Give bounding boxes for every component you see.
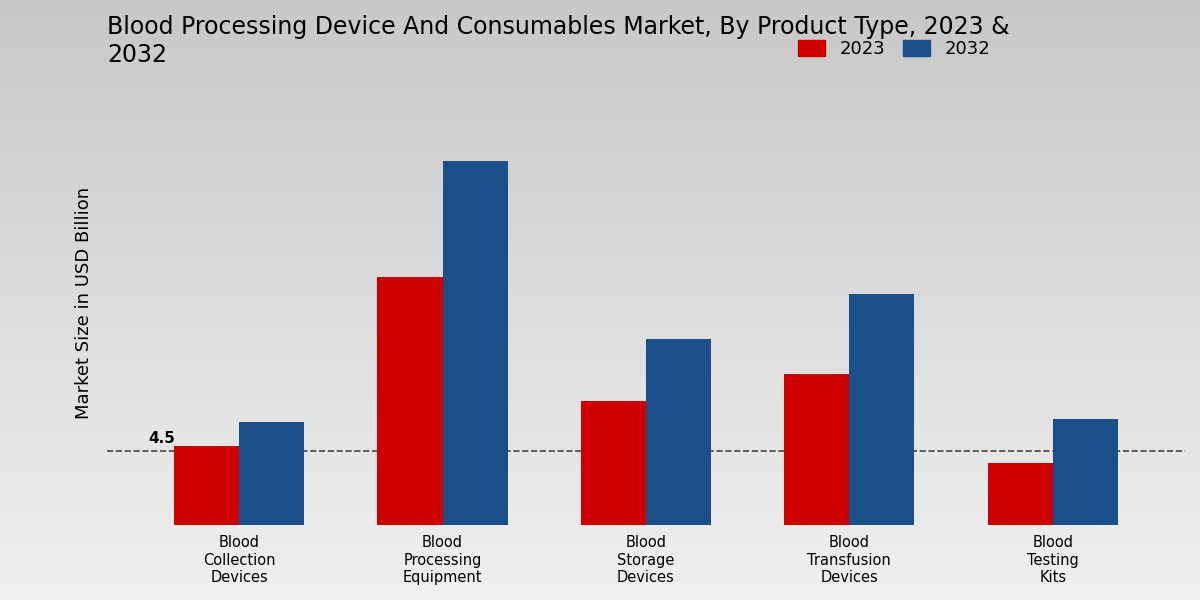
Bar [1052, 419, 1118, 526]
Bar [174, 446, 239, 526]
Text: Blood Processing Device And Consumables Market, By Product Type, 2023 &
2032: Blood Processing Device And Consumables … [107, 15, 1009, 67]
Bar [239, 422, 305, 526]
Bar [785, 374, 850, 526]
Legend: 2023, 2032: 2023, 2032 [791, 32, 997, 65]
Bar [443, 161, 508, 526]
Y-axis label: Market Size in USD Billion: Market Size in USD Billion [74, 187, 94, 419]
Text: 4.5: 4.5 [149, 431, 175, 446]
Bar [581, 401, 646, 526]
Bar [988, 463, 1052, 526]
Bar [850, 295, 914, 526]
Bar [378, 277, 443, 526]
Bar [646, 339, 712, 526]
